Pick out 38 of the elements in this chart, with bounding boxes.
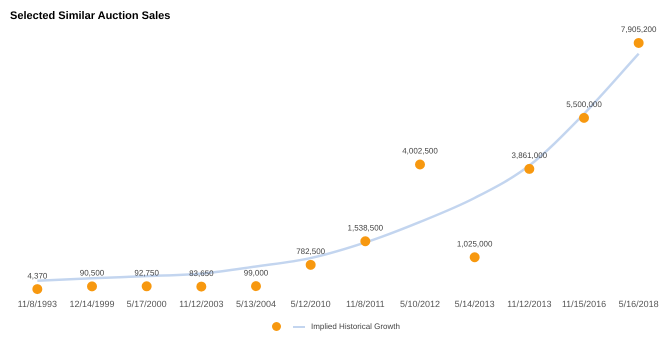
x-tick-label: 11/15/2016 (562, 299, 606, 310)
point (87, 281, 97, 292)
data-label: 5,500,000 (566, 100, 602, 110)
x-tick-label: 5/12/2010 (290, 299, 331, 310)
data-label: 90,500 (80, 268, 105, 278)
point (251, 281, 261, 292)
data-label: 782,500 (296, 247, 326, 256)
data-label: 83,650 (189, 268, 214, 278)
data-label: 92,750 (134, 268, 160, 278)
point (579, 112, 589, 123)
x-tick-label: 5/13/2004 (236, 299, 276, 310)
point (196, 282, 206, 292)
chart-title: Selected Similar Auction Sales (10, 10, 170, 22)
data-label: 7,905,200 (620, 25, 658, 34)
data-label: 4,370 (27, 271, 48, 280)
x-tick-label: 11/12/2013 (507, 299, 552, 310)
x-tick-label: 5/14/2013 (454, 299, 495, 310)
data-label: 1,025,000 (456, 239, 494, 248)
legend-label: Implied Historical Growth (311, 322, 400, 331)
x-tick-label: 5/10/2012 (400, 299, 440, 310)
point (306, 260, 316, 270)
point (360, 236, 370, 246)
data-label: 3,861,000 (512, 151, 548, 160)
data-label: 4,002,500 (402, 146, 438, 156)
x-tick-label: 5/16/2018 (618, 299, 659, 310)
point (634, 38, 644, 48)
point (415, 160, 425, 170)
point (524, 164, 534, 174)
point (470, 252, 480, 262)
x-tick-label: 5/17/2000 (126, 299, 167, 310)
x-tick-label: 11/12/2003 (179, 299, 224, 310)
data-label: 1,538,500 (348, 223, 384, 232)
data-label: 99,000 (244, 268, 269, 278)
point (142, 281, 152, 292)
x-tick-label: 11/8/2011 (346, 299, 385, 310)
x-tick-label: 12/14/1999 (69, 299, 115, 310)
point (32, 284, 42, 294)
x-tick-label: 11/8/1993 (18, 299, 58, 310)
